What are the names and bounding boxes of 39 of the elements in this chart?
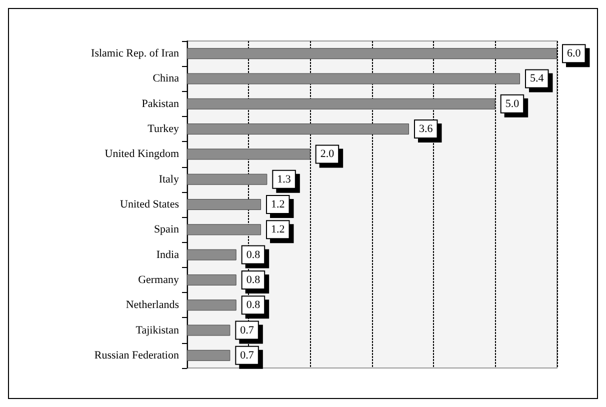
data-label: 5.0 — [505, 98, 520, 110]
bar — [187, 199, 261, 210]
data-label: 2.0 — [320, 148, 335, 160]
y-tick-label: China — [152, 72, 180, 85]
y-tick-label: Turkey — [148, 123, 180, 136]
y-tick-label: Italy — [158, 173, 180, 186]
y-tick-label: Spain — [154, 224, 180, 236]
y-tick-label: United States — [120, 198, 179, 210]
y-tick-label: United Kingdom — [104, 148, 180, 160]
bar — [187, 249, 236, 260]
bar — [187, 324, 230, 336]
data-label: 1.3 — [277, 173, 292, 186]
bar — [187, 350, 230, 361]
data-label: 1.2 — [271, 198, 285, 210]
y-tick-label: Tajikistan — [136, 324, 180, 336]
y-tick-label: Netherlands — [126, 299, 179, 312]
data-label: 0.7 — [240, 349, 254, 362]
data-label: 3.6 — [419, 123, 434, 136]
bar — [187, 300, 236, 311]
y-tick-label: Russian Federation — [94, 349, 180, 362]
data-label: 0.8 — [246, 299, 261, 312]
bar — [187, 124, 409, 135]
bar — [187, 274, 236, 286]
bar — [187, 98, 496, 110]
data-label: 6.0 — [567, 48, 582, 60]
bar — [187, 73, 520, 84]
y-tick-label: Pakistan — [142, 98, 180, 110]
bar — [187, 224, 261, 236]
y-tick-label: India — [156, 248, 180, 261]
bar — [187, 148, 310, 160]
data-label: 5.4 — [530, 72, 544, 85]
bar — [187, 48, 557, 60]
bar — [187, 174, 268, 185]
y-tick-label: Germany — [138, 274, 180, 286]
data-label: 0.8 — [246, 274, 261, 286]
data-label: 0.8 — [246, 248, 261, 261]
y-tick-label: Islamic Rep. of Iran — [91, 48, 180, 60]
data-label: 0.7 — [240, 324, 254, 336]
data-label: 1.2 — [271, 224, 285, 236]
